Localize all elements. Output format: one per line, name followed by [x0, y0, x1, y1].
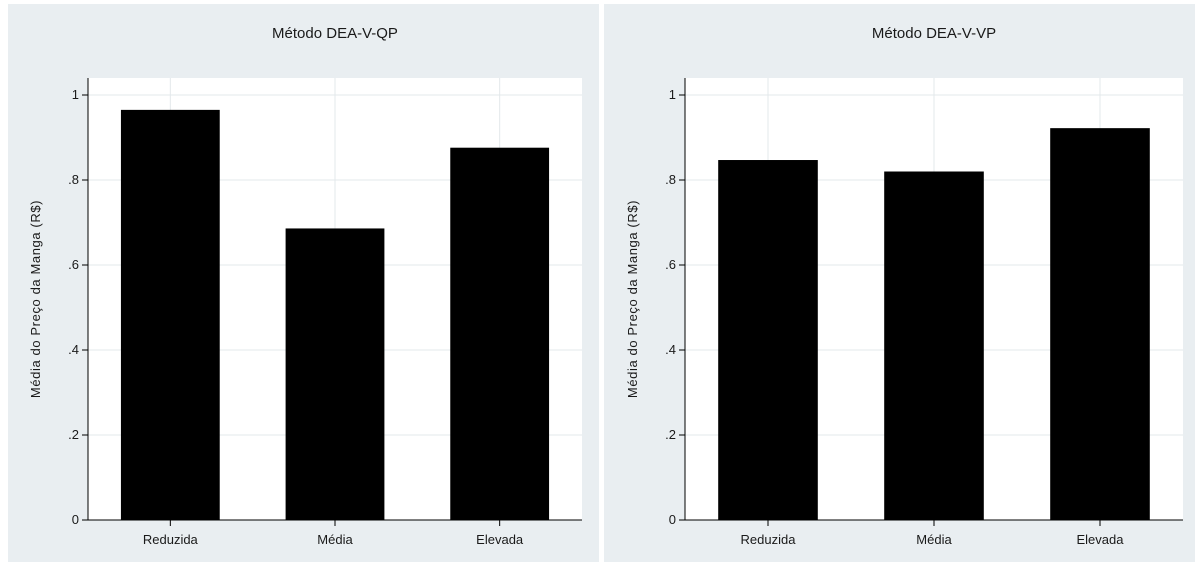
- x-tick-label: Média: [317, 532, 353, 547]
- y-tick-label: 0: [669, 512, 676, 527]
- x-tick-label: Reduzida: [143, 532, 199, 547]
- x-tick-label: Média: [916, 532, 952, 547]
- bar-reduzida: [718, 160, 818, 520]
- x-tick-label: Reduzida: [741, 532, 797, 547]
- x-tick-label: Elevada: [476, 532, 524, 547]
- y-tick-label: 1: [72, 87, 79, 102]
- chart-title: Método DEA-V-QP: [272, 25, 398, 42]
- chart-panel-vp: Método DEA-V-VP 0 .2 .4 .6 .8 1 Reduzida Média El…: [604, 4, 1195, 562]
- bar-reduzida: [120, 109, 220, 520]
- y-tick-label: .6: [68, 257, 79, 272]
- y-tick-label: .8: [665, 172, 676, 187]
- bar-média: [285, 228, 385, 520]
- y-tick-label: .6: [665, 257, 676, 272]
- y-axis-label: Média do Preço da Manga (R$): [625, 200, 640, 398]
- bar-média: [884, 171, 984, 520]
- y-tick-label: .4: [665, 342, 676, 357]
- y-axis-label: Média do Preço da Manga (R$): [28, 200, 43, 398]
- chart-panel-qp: Método DEA-V-QP 0 .2 .4 .6 .8 1 Reduzida Média El…: [8, 4, 599, 562]
- y-tick-label: 0: [72, 512, 79, 527]
- y-tick-label: .2: [68, 427, 79, 442]
- chart-title: Método DEA-V-VP: [872, 25, 996, 42]
- y-tick-label: .2: [665, 427, 676, 442]
- x-tick-label: Elevada: [1077, 532, 1125, 547]
- y-tick-label: .4: [68, 342, 79, 357]
- bar-elevada: [450, 147, 550, 520]
- y-tick-label: .8: [68, 172, 79, 187]
- y-tick-label: 1: [669, 87, 676, 102]
- bar-elevada: [1050, 128, 1150, 520]
